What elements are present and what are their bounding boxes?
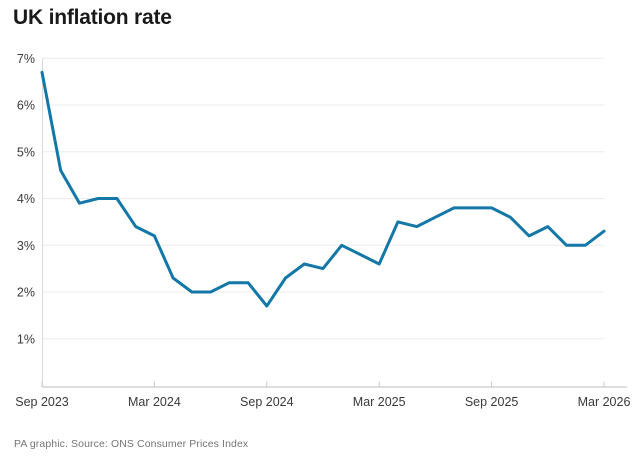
x-axis-label: Mar 2024 (128, 395, 181, 409)
x-axis-label: Sep 2024 (240, 395, 294, 409)
x-axis-label: Mar 2025 (353, 395, 406, 409)
x-axis-label: Sep 2023 (15, 395, 69, 409)
x-axis-label: Mar 2026 (578, 395, 631, 409)
y-axis-label: 1% (17, 332, 35, 346)
x-axis-label: Sep 2025 (465, 395, 519, 409)
y-axis-label: 2% (17, 286, 35, 300)
source-note: PA graphic. Source: ONS Consumer Prices … (14, 438, 249, 450)
y-axis-label: 4% (17, 192, 35, 206)
y-axis-label: 7% (17, 52, 35, 66)
y-axis-label: 6% (17, 99, 35, 113)
chart-title: UK inflation rate (13, 6, 172, 29)
inflation-rate-line (40, 70, 606, 308)
y-axis-label: 3% (17, 239, 35, 253)
y-axis-label: 5% (17, 145, 35, 159)
